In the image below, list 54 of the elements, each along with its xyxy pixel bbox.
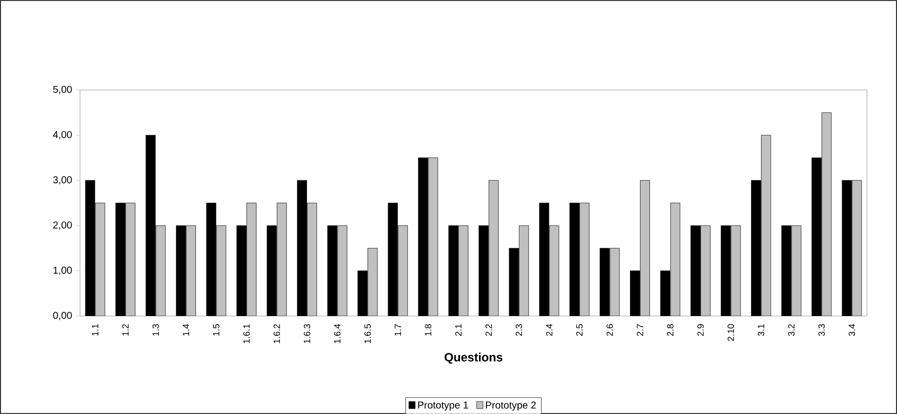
x-tick-label: 2.7: [636, 324, 644, 336]
legend-label: Prototype 2: [486, 402, 536, 411]
y-tick-label: 2,00: [53, 221, 72, 230]
bar: [428, 158, 438, 316]
x-tick-label: 1.3: [152, 324, 159, 336]
bar: [579, 202, 590, 316]
x-tick-label: 1.7: [394, 324, 401, 336]
x-tick-label: 1.6.5: [364, 324, 371, 344]
x-tick-label: 1.1: [92, 324, 98, 336]
bar: [488, 180, 499, 316]
x-tick-label: 1.2: [122, 324, 129, 336]
x-tick-label: 1.6.3: [304, 324, 310, 344]
bar: [125, 202, 136, 316]
x-tick-label: 2.10: [728, 324, 734, 341]
bar: [700, 225, 710, 316]
x-tick-label: 3.2: [788, 324, 795, 336]
bar: [852, 180, 862, 316]
bar: [640, 180, 650, 316]
x-tick-label: 2.6: [606, 324, 613, 336]
x-tick-label: 2.1: [455, 324, 462, 336]
bar: [822, 112, 832, 316]
x-tick-label: 3.1: [758, 324, 764, 336]
x-tick-label: 1.8: [424, 324, 432, 336]
x-tick-label: 1.4: [182, 324, 190, 336]
x-tick-label: 3.3: [818, 324, 825, 336]
bar: [246, 202, 256, 316]
x-tick-label: 1.6.4: [334, 324, 340, 344]
bar: [398, 225, 408, 316]
bar: [518, 225, 529, 316]
y-tick-label: 3,00: [53, 176, 72, 185]
bar: [458, 225, 468, 316]
x-tick-label: 1.6.2: [274, 324, 280, 344]
x-tick-label: 2.9: [697, 324, 704, 336]
x-tick-label: 2.4: [546, 324, 552, 336]
y-tick-label: 5,00: [53, 86, 72, 94]
y-tick-label: 1,00: [54, 266, 72, 275]
bar: [368, 248, 378, 316]
bar: [791, 225, 802, 316]
bar: [761, 134, 772, 316]
x-tick-label: 2.2: [485, 324, 492, 336]
x-tick-label: 1.5: [213, 324, 220, 336]
legend-label: Prototype 1: [418, 402, 468, 411]
x-tick-label: 2.5: [576, 324, 583, 336]
y-tick-label: 4,00: [52, 131, 72, 140]
x-tick-label: 2.8: [667, 324, 674, 336]
x-axis-title: Questions: [444, 352, 502, 364]
bar: [549, 225, 560, 316]
x-tick-label: 3.4: [848, 324, 856, 336]
x-tick-label: 2.3: [516, 324, 522, 336]
bar: [95, 202, 106, 316]
x-tick-label: 1.6.1: [243, 324, 250, 344]
bar: [307, 202, 317, 316]
y-tick-label: 0,00: [53, 312, 72, 320]
bar: [186, 225, 196, 316]
